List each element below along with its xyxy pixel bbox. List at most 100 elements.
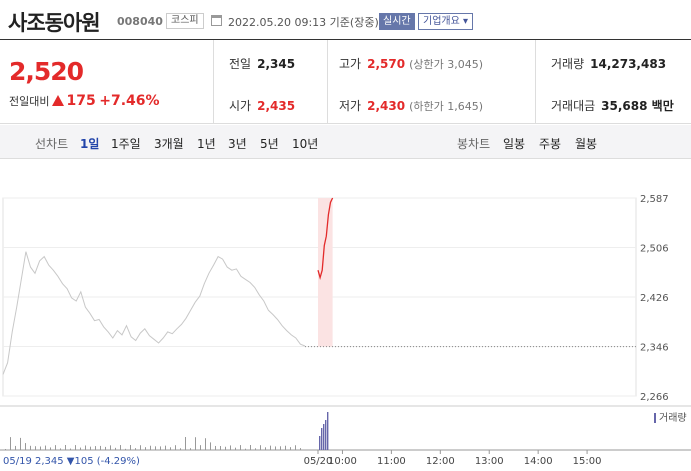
prev-close-field: 전일 2,345 [229, 55, 295, 72]
volume-label: 거래량 [551, 57, 585, 71]
volume-bar [75, 445, 76, 450]
volume-bar [175, 445, 176, 450]
upper-limit: (상한가 3,045) [409, 58, 483, 71]
volume-legend: 거래량 [659, 412, 687, 424]
x-tick-label: 13:00 [475, 456, 504, 467]
volume-bar [40, 446, 41, 450]
quote-datetime: 2022.05.20 09:13 기준(장중) [228, 16, 379, 29]
change-amount: 175 [66, 93, 96, 109]
candle-tab-weekly[interactable]: 주봉 [539, 137, 562, 151]
market-badge: 코스피 [166, 13, 204, 29]
prev-day-summary: 05/19 2,345 ▼105 (-4.29%) [3, 456, 140, 467]
volume-bar [180, 448, 181, 450]
volume-bar [115, 447, 116, 450]
open-value: 2,435 [257, 99, 296, 113]
trade-value-field: 거래대금 35,688 백만 [551, 97, 674, 114]
volume-bar [155, 446, 156, 450]
volume-bar [185, 437, 186, 450]
x-tick-label: 11:00 [377, 456, 406, 467]
prev-close-value: 2,345 [257, 57, 296, 71]
candle-tab-monthly[interactable]: 월봉 [575, 137, 598, 151]
volume-bar [10, 437, 11, 450]
volume-bar [15, 445, 16, 450]
volume-bar [275, 446, 276, 450]
volume-bar [205, 438, 206, 450]
period-tab-3y[interactable]: 3년 [228, 137, 247, 151]
volume-bars [5, 412, 329, 450]
volume-bar [200, 445, 201, 450]
low-label: 저가 [339, 99, 362, 113]
calendar-icon [211, 15, 222, 26]
volume-bar [215, 445, 216, 450]
volume-bar [100, 445, 101, 450]
price-summary: 2,520 전일대비 175 +7.46% 전일 2,345 시가 2,435 고가 2… [0, 40, 691, 124]
y-tick-label: 2,266 [640, 392, 669, 403]
volume-value: 14,273,483 [590, 57, 667, 71]
volume-bar [105, 446, 106, 450]
volume-field: 거래량 14,273,483 [551, 55, 666, 72]
volume-bar [285, 445, 286, 450]
period-tab-1w[interactable]: 1주일 [111, 137, 141, 151]
volume-bar [270, 445, 271, 450]
volume-bar [225, 446, 226, 450]
y-tick-label: 2,506 [640, 244, 669, 255]
volume-bar [80, 447, 81, 450]
high-label: 고가 [339, 57, 362, 71]
prev-close-label: 전일 [229, 57, 252, 71]
volume-bar [235, 447, 236, 450]
x-tick-label: 12:00 [426, 456, 455, 467]
volume-bar [300, 448, 301, 450]
x-tick-label: 14:00 [524, 456, 553, 467]
company-info-dropdown[interactable]: 기업개요 ▾ [418, 13, 473, 30]
volume-bar [295, 445, 296, 450]
candle-tab-daily[interactable]: 일봉 [503, 137, 526, 151]
period-tab-1d[interactable]: 1일 [80, 137, 100, 151]
live-button[interactable]: 실시간 [379, 13, 415, 30]
volume-bar [110, 445, 111, 450]
volume-bar [95, 446, 96, 450]
volume-bar [65, 445, 66, 450]
volume-bar [220, 446, 221, 450]
volume-bar [150, 445, 151, 450]
up-triangle-icon [52, 95, 65, 106]
volume-bar [120, 445, 121, 450]
y-tick-label: 2,346 [640, 343, 669, 354]
volume-bar [230, 445, 231, 450]
volume-bar [195, 437, 196, 450]
change-percent: +7.46% [99, 93, 160, 109]
period-tab-1y[interactable]: 1년 [197, 137, 216, 151]
volume-bar [145, 447, 146, 450]
volume-bar [70, 448, 71, 450]
volume-bar [60, 448, 61, 450]
volume-bar [35, 446, 36, 450]
high-value: 2,570 [367, 57, 406, 71]
volume-bar [20, 437, 21, 450]
volume-bar [90, 446, 91, 450]
volume-bar [135, 448, 136, 450]
period-tab-10y[interactable]: 10년 [292, 137, 319, 151]
volume-bar [265, 447, 266, 450]
y-tick-label: 2,426 [640, 293, 669, 304]
high-field: 고가 2,570 (상한가 3,045) [339, 55, 483, 72]
period-tab-5y[interactable]: 5년 [260, 137, 279, 151]
volume-bar [160, 446, 161, 450]
stock-code: 008040 [117, 15, 163, 28]
today-price-line [317, 197, 334, 280]
chart-grid [0, 197, 691, 451]
y-axis-labels: 2,587 2,506 2,426 2,346 2,266 [640, 194, 669, 403]
volume-bar [325, 420, 327, 450]
volume-bar [140, 445, 141, 450]
volume-bar [125, 448, 126, 450]
volume-bar [290, 447, 291, 450]
volume-bar [323, 424, 325, 450]
volume-bar [165, 445, 166, 450]
volume-bar [210, 442, 211, 450]
volume-bar [319, 436, 321, 450]
y-tick-label: 2,587 [640, 194, 669, 205]
volume-bar [55, 445, 56, 450]
current-price: 2,520 [9, 57, 84, 86]
period-tab-3m[interactable]: 3개월 [154, 137, 184, 151]
volume-bar [255, 448, 256, 450]
